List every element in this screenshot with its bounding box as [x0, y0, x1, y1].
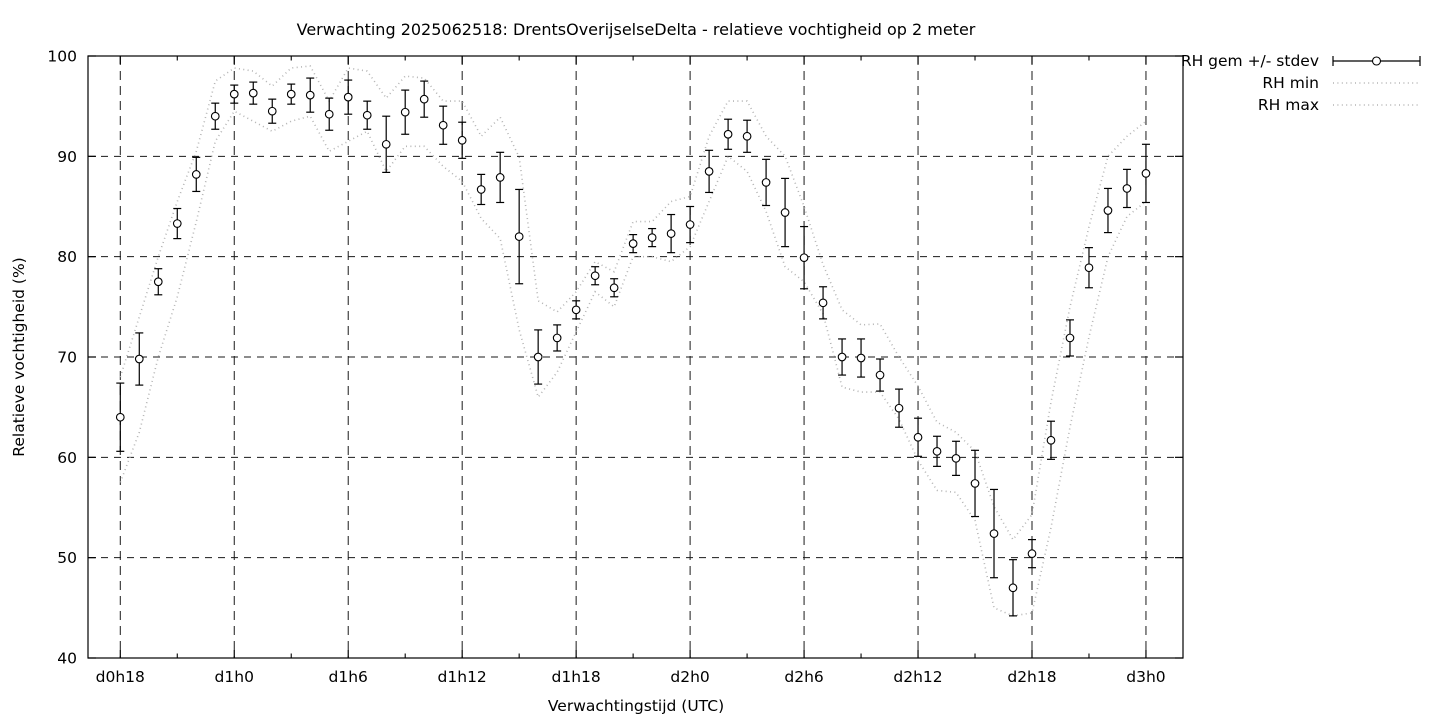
chart-title: Verwachting 2025062518: DrentsOverijsels…: [296, 20, 976, 39]
rh-mean-marker: [647, 233, 657, 242]
x-tick-label: d1h6: [329, 668, 368, 686]
rh-mean-marker: [134, 354, 144, 364]
y-tick-label: 100: [47, 48, 77, 66]
rh-mean-marker: [400, 107, 410, 117]
x-tick-label: d2h18: [1007, 668, 1056, 686]
rh-mean-marker: [609, 283, 619, 293]
x-tick-label: d1h12: [438, 668, 487, 686]
rh-mean-marker: [419, 94, 429, 104]
y-tick-label: 90: [57, 148, 77, 166]
rh-mean-marker: [571, 305, 581, 315]
rh-mean-marker: [1084, 263, 1094, 273]
x-tick-label: d2h0: [670, 668, 709, 686]
rh-mean-marker: [248, 88, 258, 98]
rh-max-line: [119, 65, 1147, 542]
rh-mean-marker: [191, 170, 201, 179]
x-tick-label: d3h0: [1126, 668, 1165, 686]
x-axis-title: Verwachtingstijd (UTC): [547, 697, 725, 715]
x-tick-label: d2h6: [784, 668, 823, 686]
rh-mean-marker: [476, 185, 486, 194]
rh-mean-marker: [875, 370, 885, 380]
rh-mean-marker: [704, 167, 714, 176]
rh-mean-marker: [495, 173, 505, 182]
rh-mean-marker: [115, 412, 125, 422]
x-tick-label: d0h18: [96, 668, 145, 686]
rh-mean-marker: [457, 135, 467, 145]
rh-mean-marker: [894, 403, 904, 413]
rh-mean-marker: [799, 253, 809, 263]
rh-mean-marker: [837, 352, 847, 362]
rh-mean-marker: [153, 277, 163, 287]
legend-label-rh-gem: RH gem +/- stdev: [1180, 51, 1319, 70]
x-tick-label: d1h18: [552, 668, 601, 686]
rh-mean-marker: [229, 89, 239, 99]
rh-mean-marker: [438, 120, 448, 130]
legend-label-rh-min: RH min: [1262, 73, 1319, 92]
y-tick-label: 40: [57, 650, 77, 668]
rh-mean-marker: [932, 446, 942, 456]
rh-mean-marker: [1122, 184, 1132, 193]
rh-mean-marker: [305, 90, 315, 100]
dotted-line-glyph-min: [1333, 81, 1420, 84]
rh-mean-marker: [343, 92, 353, 102]
errorbar-glyph: [1332, 55, 1421, 66]
rh-mean-marker: [666, 229, 676, 238]
rh-mean-marker: [1103, 206, 1113, 215]
rh-mean-marker: [780, 208, 790, 217]
rh-mean-marker: [362, 110, 372, 120]
x-tick-label: d1h0: [215, 668, 254, 686]
dotted-line-glyph-max: [1333, 103, 1420, 106]
rh-min-line: [119, 110, 1147, 617]
rh-mean-marker: [324, 109, 334, 119]
rh-mean-marker: [1141, 169, 1151, 178]
rh-mean-marker: [533, 352, 543, 362]
y-axis-title: Relatieve vochtigheid (%): [10, 257, 28, 457]
rh-mean-marker: [913, 432, 923, 442]
rh-mean-marker: [552, 333, 562, 343]
rh-mean-marker: [723, 129, 733, 139]
rh-mean-marker: [628, 239, 638, 248]
rh-mean-marker: [685, 220, 695, 229]
y-tick-label: 80: [57, 248, 77, 266]
rh-mean-marker: [1008, 583, 1018, 593]
legend-item-rh-gem: RH gem +/- stdev: [1181, 50, 1424, 71]
rh-mean-marker: [951, 453, 961, 463]
legend: RH gem +/- stdev RH min RH max: [1181, 50, 1424, 115]
rh-mean-marker: [1046, 435, 1056, 445]
rh-mean-marker: [590, 271, 600, 281]
y-tick-label: 70: [57, 349, 77, 367]
rh-mean-marker: [514, 232, 524, 241]
rh-mean-marker: [286, 89, 296, 99]
rh-mean-marker: [267, 106, 277, 116]
rh-mean-marker: [742, 131, 752, 141]
rh-mean-marker: [761, 178, 771, 187]
legend-item-rh-max: RH max: [1181, 94, 1424, 115]
legend-item-rh-min: RH min: [1181, 72, 1424, 93]
rh-mean-marker: [1065, 333, 1075, 343]
rh-mean-marker: [856, 353, 866, 363]
x-tick-label: d2h12: [893, 668, 942, 686]
rh-mean-marker: [1027, 549, 1037, 559]
rh-mean-marker: [172, 219, 182, 228]
rh-mean-marker: [818, 298, 828, 308]
rh-mean-marker: [210, 111, 220, 121]
rh-mean-marker: [381, 139, 391, 149]
y-tick-label: 50: [57, 549, 77, 567]
rh-mean-marker: [989, 529, 999, 538]
legend-label-rh-max: RH max: [1257, 95, 1319, 114]
y-tick-label: 60: [57, 449, 77, 467]
rh-mean-marker: [970, 479, 980, 488]
